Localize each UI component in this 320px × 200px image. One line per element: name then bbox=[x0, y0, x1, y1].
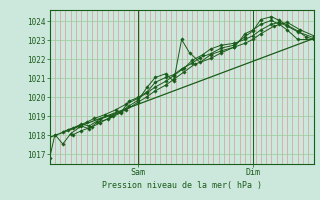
X-axis label: Pression niveau de la mer( hPa ): Pression niveau de la mer( hPa ) bbox=[102, 181, 262, 190]
